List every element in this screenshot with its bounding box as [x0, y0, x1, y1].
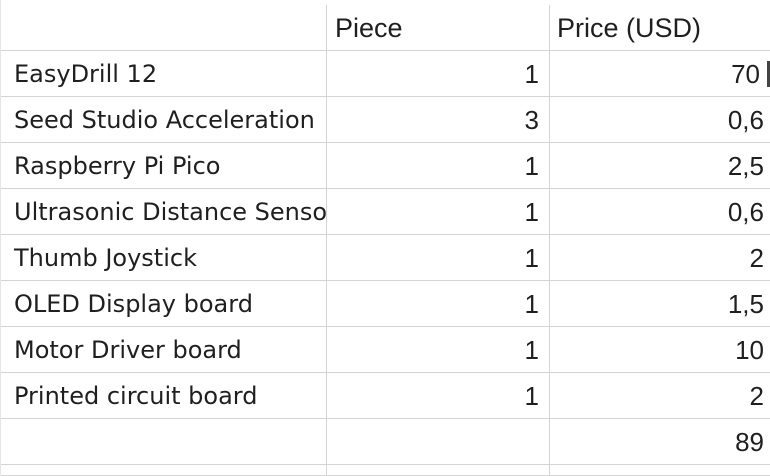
item-name-cell[interactable]: EasyDrill 12: [0, 51, 327, 97]
price-cell[interactable]: 1,5: [550, 281, 770, 327]
grid-left-border: [0, 0, 1, 476]
piece-cell[interactable]: 1: [327, 235, 550, 281]
table-row: Ultrasonic Distance Sensor 1 0,6: [0, 189, 770, 235]
item-name-cell[interactable]: Ultrasonic Distance Sensor: [0, 189, 327, 235]
price-cell[interactable]: 10: [550, 327, 770, 373]
header-cell-price[interactable]: Price (USD): [550, 5, 770, 51]
piece-cell[interactable]: 1: [327, 327, 550, 373]
item-name-cell[interactable]: OLED Display board: [0, 281, 327, 327]
header-cell-item[interactable]: [0, 5, 327, 51]
item-name-cell[interactable]: Printed circuit board: [0, 373, 327, 419]
piece-cell[interactable]: 1: [327, 143, 550, 189]
price-cell[interactable]: 70: [550, 51, 770, 97]
table-row: OLED Display board 1 1,5: [0, 281, 770, 327]
empty-cell[interactable]: [0, 465, 327, 476]
total-price-cell[interactable]: 89: [550, 419, 770, 465]
piece-cell[interactable]: 1: [327, 281, 550, 327]
empty-row: [0, 465, 770, 476]
table-row: Thumb Joystick 1 2: [0, 235, 770, 281]
price-cell[interactable]: 0,6: [550, 97, 770, 143]
table-row: Printed circuit board 1 2: [0, 373, 770, 419]
price-value: 70: [731, 59, 760, 89]
table-row: EasyDrill 12 1 70: [0, 51, 770, 97]
piece-cell[interactable]: 1: [327, 51, 550, 97]
price-cell[interactable]: 0,6: [550, 189, 770, 235]
table-row: Seed Studio Acceleration 3 0,6: [0, 97, 770, 143]
piece-cell[interactable]: 1: [327, 373, 550, 419]
price-cell[interactable]: 2: [550, 373, 770, 419]
total-row: 89: [0, 419, 770, 465]
item-name-cell[interactable]: Thumb Joystick: [0, 235, 327, 281]
text-cursor: [767, 61, 770, 87]
item-name-cell[interactable]: Motor Driver board: [0, 327, 327, 373]
header-row: Piece Price (USD): [0, 5, 770, 51]
table-row: Raspberry Pi Pico 1 2,5: [0, 143, 770, 189]
price-cell[interactable]: 2: [550, 235, 770, 281]
piece-cell[interactable]: 3: [327, 97, 550, 143]
empty-cell[interactable]: [550, 465, 770, 476]
piece-cell[interactable]: 1: [327, 189, 550, 235]
total-label-cell[interactable]: [0, 419, 327, 465]
item-name-cell[interactable]: Raspberry Pi Pico: [0, 143, 327, 189]
item-name-cell[interactable]: Seed Studio Acceleration: [0, 97, 327, 143]
price-cell[interactable]: 2,5: [550, 143, 770, 189]
total-piece-cell[interactable]: [327, 419, 550, 465]
table-row: Motor Driver board 1 10: [0, 327, 770, 373]
empty-cell[interactable]: [327, 465, 550, 476]
header-cell-piece[interactable]: Piece: [327, 5, 550, 51]
